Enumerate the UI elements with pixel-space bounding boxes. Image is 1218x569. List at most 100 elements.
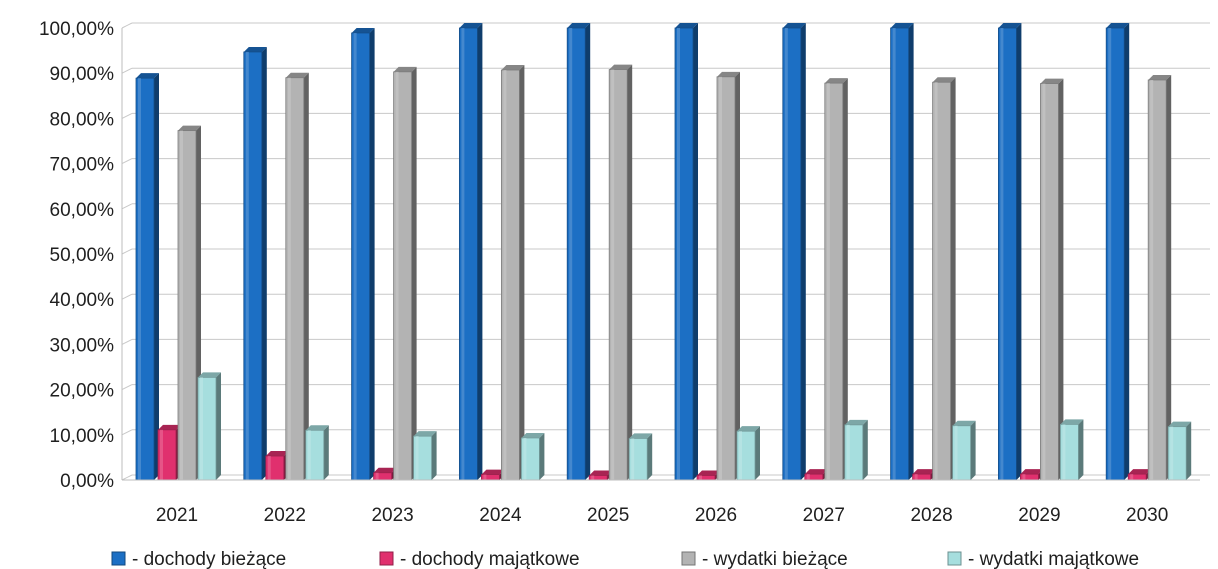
bar-top [1168, 421, 1192, 427]
bar [628, 433, 653, 481]
gridline-depth [121, 112, 133, 119]
bar-top [136, 73, 159, 79]
bar-top [178, 125, 201, 131]
bar-top [1060, 419, 1084, 425]
legend-label: - dochody majątkowe [400, 549, 580, 569]
bar-highlight [307, 430, 311, 480]
bar-top [351, 27, 375, 33]
bar-highlight [784, 28, 788, 480]
bar [696, 470, 720, 481]
bar-side [1078, 419, 1084, 480]
bar-top [1128, 469, 1152, 475]
legend-item: - dochody majątkowe [379, 549, 580, 569]
bar-top [481, 469, 505, 475]
bar-highlight [611, 69, 615, 481]
bar-highlight [1042, 83, 1046, 480]
bar-highlight [375, 472, 379, 480]
bar-highlight [1000, 28, 1004, 480]
legend-item: - dochody bieżące [111, 549, 286, 569]
gridline-depth [121, 203, 133, 210]
bar-top [393, 66, 417, 72]
bar-top [629, 433, 653, 439]
y-tick-label: 90,00% [50, 64, 115, 85]
bar-highlight [503, 70, 507, 480]
legend-swatch [379, 551, 394, 566]
bar-top [804, 469, 828, 475]
bar-top [717, 71, 740, 77]
y-tick-label: 50,00% [50, 245, 115, 266]
y-axis: 0,00% 10,00% 20,00% 30,00% 40,00% 50,00% 60,00… [39, 19, 123, 492]
bar-top [890, 23, 914, 28]
bar-top [589, 470, 613, 476]
legend-swatch [947, 551, 962, 566]
gridline-depth [121, 67, 133, 74]
bar-highlight [1022, 474, 1026, 480]
x-tick-label: 2023 [371, 505, 413, 526]
bar-highlight [138, 78, 141, 480]
bar-side [693, 23, 698, 480]
bar [952, 420, 976, 481]
gridline-depth [121, 22, 133, 29]
bar [1040, 78, 1064, 481]
bar-top [932, 77, 956, 83]
gridlines [121, 22, 1210, 481]
gridline-depth [121, 429, 133, 436]
bar-top [521, 432, 545, 438]
legend-label: - wydatki bieżące [702, 549, 848, 569]
bar-top [265, 451, 289, 457]
bar-highlight [1170, 426, 1174, 480]
y-tick-label: 80,00% [50, 109, 115, 130]
bar [588, 470, 613, 481]
bar-highlight [826, 83, 830, 481]
legend: - dochody bieżące - dochody majątkowe - wy… [111, 549, 1139, 569]
bar [782, 23, 806, 481]
bar-top [567, 23, 591, 28]
bar-highlight [954, 425, 958, 480]
y-tick-label: 0,00% [60, 471, 114, 492]
bar-side [303, 72, 309, 480]
legend-swatch [681, 551, 696, 566]
bar-highlight [569, 28, 573, 480]
bar-top [912, 469, 936, 475]
bar [351, 27, 375, 481]
y-tick-label: 10,00% [50, 426, 115, 447]
x-tick-label: 2026 [695, 505, 737, 526]
y-tick-label: 100,00% [39, 19, 114, 40]
bar-side [431, 431, 437, 480]
bar-top [373, 467, 397, 473]
bar [305, 425, 329, 481]
bar [608, 64, 633, 481]
bar-highlight [892, 28, 896, 480]
bar-highlight [395, 71, 399, 481]
x-tick-label: 2029 [1018, 505, 1060, 526]
bar-highlight [719, 76, 722, 480]
x-tick-label: 2024 [479, 505, 522, 526]
bar [844, 419, 868, 481]
bar-side [842, 78, 848, 481]
bar [135, 73, 159, 481]
bar-highlight [160, 429, 163, 480]
x-tick-label: 2025 [587, 505, 629, 526]
bar [413, 431, 437, 481]
bar-side [627, 64, 633, 481]
bar-top [243, 46, 267, 52]
bar-top [675, 23, 698, 28]
x-tick-label: 2021 [156, 505, 198, 526]
bar [736, 426, 760, 481]
bar-top [285, 72, 309, 78]
bar-top [158, 424, 181, 430]
bar-highlight [353, 32, 357, 481]
bar-top [697, 470, 720, 476]
bar-top [1106, 23, 1130, 28]
bar-side [735, 71, 740, 480]
bar [674, 23, 698, 481]
bar-side [477, 23, 483, 480]
bar-top [305, 425, 329, 431]
bar [1020, 469, 1044, 481]
bar-side [647, 433, 653, 480]
legend-label: - wydatki majątkowe [968, 549, 1139, 569]
bar [804, 469, 828, 481]
bar-highlight [677, 28, 680, 480]
bar-highlight [846, 424, 850, 480]
